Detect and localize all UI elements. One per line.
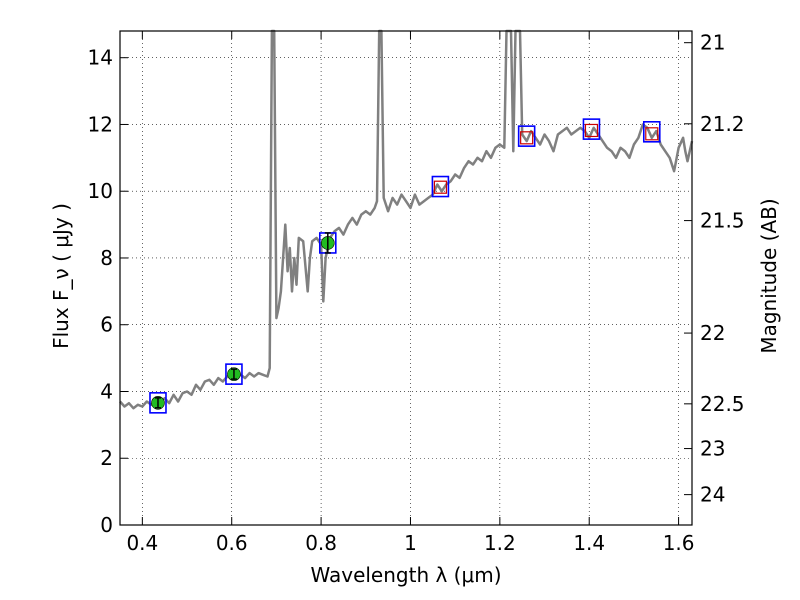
x-tick-label: 1.4 <box>573 531 605 555</box>
model-spectrum-line <box>119 29 694 410</box>
x-tick-label: 1.6 <box>663 531 695 555</box>
y-tick-label: 4 <box>100 379 113 403</box>
x-tick-label: 1 <box>404 531 417 555</box>
y-tick-label: 0 <box>100 513 113 537</box>
magnitude-tick-label: 23 <box>700 437 725 461</box>
model-photometry-marker <box>582 118 601 140</box>
y-tick-label: 8 <box>100 246 113 270</box>
x-tick-label: 1.2 <box>484 531 516 555</box>
model-photometry-marker <box>517 125 536 147</box>
magnitude-tick-label: 24 <box>700 483 725 507</box>
model-photometry-marker <box>431 175 450 198</box>
photometry-layer <box>149 118 661 414</box>
nondetection-marker <box>433 180 448 194</box>
y-tick-label: 2 <box>100 446 113 470</box>
magnitude-tick-labels: 21 21.2 21.5 22 22.5 23 24 <box>700 31 745 507</box>
nondetection-marker <box>520 131 534 145</box>
magnitude-tick-label: 22.5 <box>700 392 745 416</box>
x-tick-label: 0.8 <box>305 531 337 555</box>
y-tick-label: 10 <box>88 179 113 203</box>
nondetection-marker <box>645 127 659 141</box>
y-tick-label: 6 <box>100 313 113 337</box>
model-photometry-marker <box>149 392 167 414</box>
y-axis-label: Flux F_ν ( μJy ) <box>49 203 73 349</box>
spectrum-layer <box>119 29 694 410</box>
x-axis-label: Wavelength λ (μm) <box>310 563 501 587</box>
magnitude-tick-label: 21.2 <box>700 112 745 136</box>
y-tick-label: 14 <box>88 46 113 70</box>
y-axis-right-label: Magnitude (AB) <box>757 198 781 353</box>
x-tick-label: 0.4 <box>126 531 158 555</box>
plot-frame <box>119 30 693 526</box>
y-tick-labels: 0 2 4 6 8 10 12 14 <box>88 46 113 537</box>
x-tick-labels: 0.4 0.6 0.8 1 1.2 1.4 1.6 <box>126 531 694 555</box>
tick-marks <box>120 31 692 526</box>
magnitude-tick-label: 21.5 <box>700 209 745 233</box>
model-photometry-marker <box>225 363 243 385</box>
magnitude-tick-label: 22 <box>700 321 725 345</box>
nondetection-marker <box>584 123 599 138</box>
y-tick-label: 12 <box>88 112 113 136</box>
x-tick-label: 0.6 <box>216 531 248 555</box>
magnitude-tick-label: 21 <box>700 31 725 55</box>
model-photometry-marker <box>642 121 661 143</box>
